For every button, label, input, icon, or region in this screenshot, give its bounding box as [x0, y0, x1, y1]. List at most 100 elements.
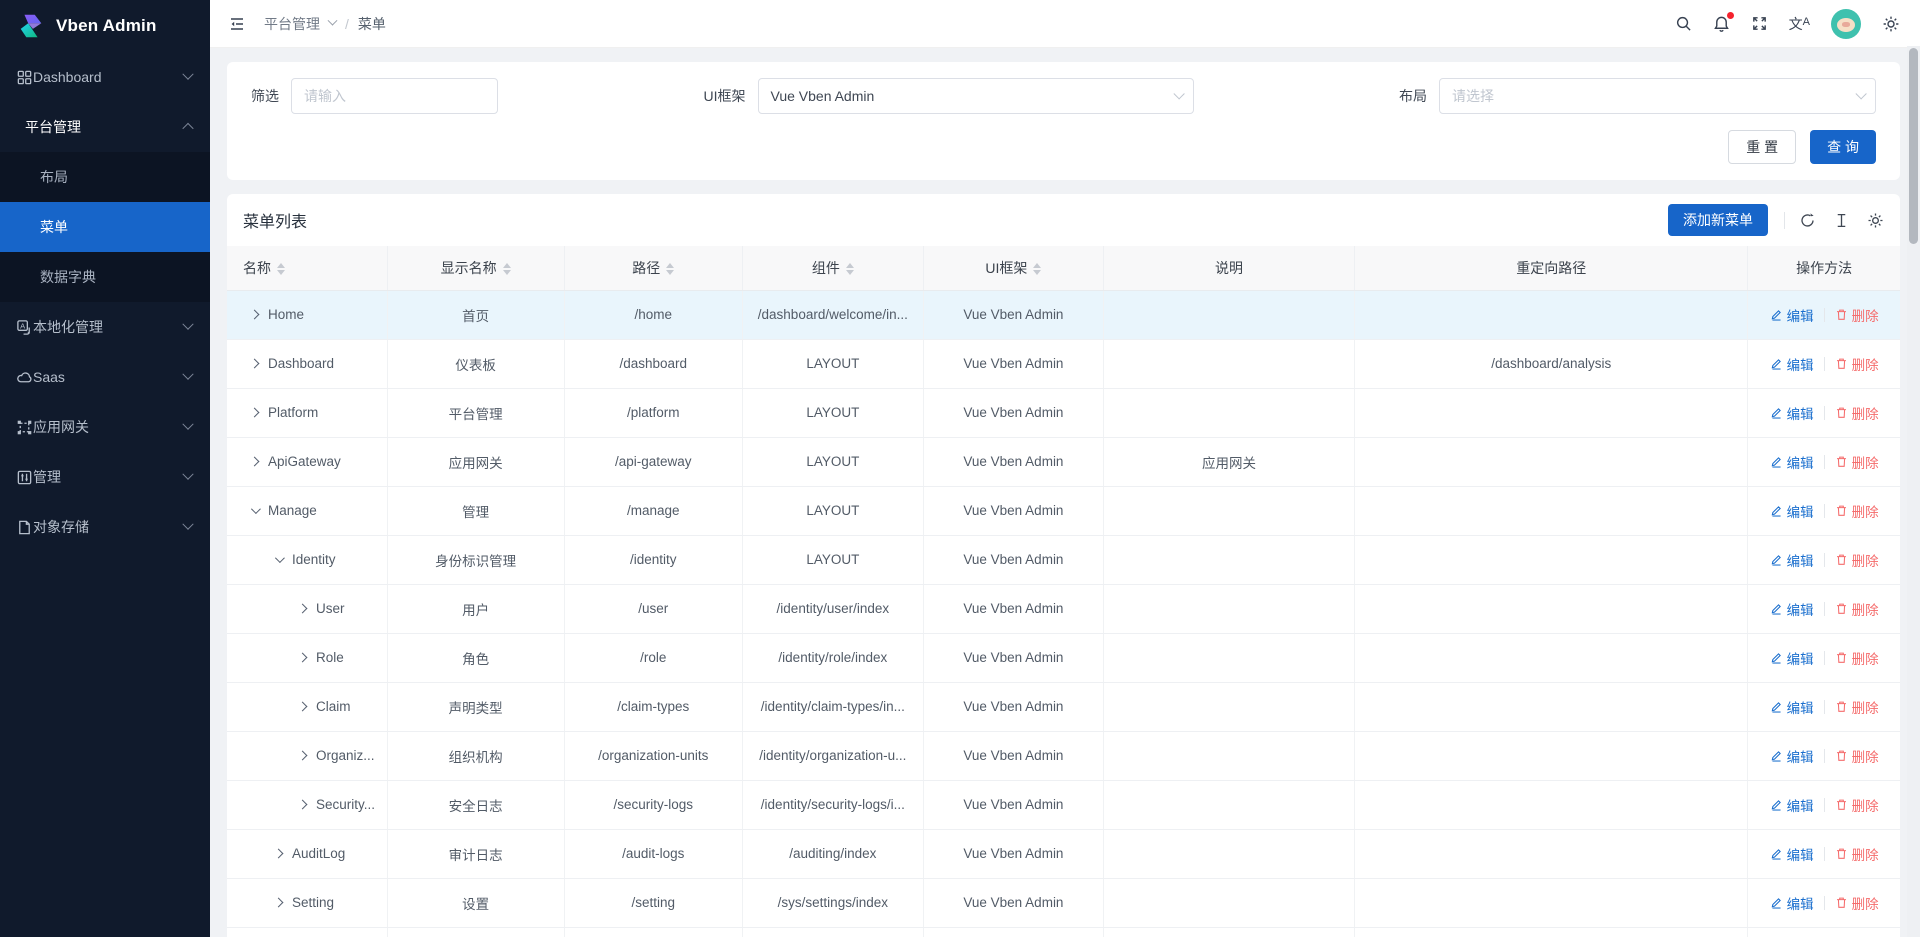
column-header-显示名称[interactable]: 显示名称	[387, 246, 565, 291]
table-row-Home[interactable]: Home 首页/home/dashboard/welcome/in... Vue V…	[227, 290, 1900, 340]
reset-button[interactable]: 重 置	[1728, 130, 1797, 164]
edit-link[interactable]: 编辑	[1770, 354, 1814, 374]
tree-expand-icon[interactable]	[249, 358, 260, 369]
tree-expand-icon[interactable]	[249, 309, 260, 320]
tree-expand-icon[interactable]	[273, 897, 284, 908]
column-header-重定向路径: 重定向路径	[1354, 246, 1749, 291]
row-height-icon[interactable]	[1833, 212, 1850, 229]
sort-icon[interactable]	[1033, 263, 1042, 276]
tree-collapse-icon[interactable]	[274, 553, 285, 564]
delete-link[interactable]: 删除	[1835, 697, 1879, 717]
column-header-UI框架[interactable]: UI框架	[923, 246, 1104, 291]
sidebar-item-Saas[interactable]: Saas	[0, 352, 210, 402]
tree-expand-icon[interactable]	[297, 750, 308, 761]
delete-link[interactable]: 删除	[1835, 648, 1879, 668]
delete-link[interactable]: 删除	[1835, 599, 1879, 619]
delete-link[interactable]: 删除	[1835, 452, 1879, 472]
table-row-User[interactable]: User 用户/user/identity/user/index Vue Vben …	[227, 584, 1900, 634]
edit-link[interactable]: 编辑	[1770, 746, 1814, 766]
table-row-Platform[interactable]: Platform 平台管理/platform LAYOUT Vue Vben Admi…	[227, 388, 1900, 438]
tree-expand-icon[interactable]	[249, 456, 260, 467]
edit-link[interactable]: 编辑	[1770, 403, 1814, 423]
cell-description	[1103, 780, 1356, 830]
avatar[interactable]	[1831, 8, 1861, 39]
delete-link[interactable]: 删除	[1835, 844, 1879, 864]
sidebar-item-平台管理[interactable]: 平台管理	[0, 102, 210, 152]
sidebar-subitem-数据字典[interactable]: 数据字典	[40, 269, 96, 285]
table-row-Manage[interactable]: Manage 管理/manage LAYOUT Vue Vben Admin 编辑 删…	[227, 486, 1900, 536]
table-row-Security...[interactable]: Security... 安全日志/security-logs/identity/s…	[227, 780, 1900, 830]
table-row-Identity[interactable]: Identity 身份标识管理/identity LAYOUT Vue Vben Ad…	[227, 535, 1900, 585]
scrollbar-thumb[interactable]	[1909, 48, 1918, 244]
sort-icon[interactable]	[845, 263, 854, 276]
bell-icon[interactable]	[1713, 11, 1734, 33]
edit-link[interactable]: 编辑	[1770, 795, 1814, 815]
delete-link[interactable]: 删除	[1835, 354, 1879, 374]
sort-icon[interactable]	[502, 263, 511, 276]
delete-link[interactable]: 删除	[1835, 893, 1879, 913]
refresh-icon[interactable]	[1799, 212, 1816, 229]
settings-icon[interactable]	[1867, 212, 1884, 229]
sort-icon[interactable]	[666, 263, 675, 276]
edit-link[interactable]: 编辑	[1770, 697, 1814, 717]
table-row-AuditLog[interactable]: AuditLog 审计日志/audit-logs/auditing/index Vu…	[227, 829, 1900, 879]
scrollbar-track[interactable]	[1907, 46, 1920, 937]
breadcrumb-parent[interactable]: 平台管理	[264, 15, 320, 32]
gear-icon[interactable]	[1882, 15, 1900, 33]
cell-ui-framework: Vue Vben Admin	[923, 633, 1104, 683]
sidebar-item-本地化管理[interactable]: A 本地化管理	[0, 302, 210, 352]
sidebar-item-应用网关[interactable]: 应用网关	[0, 402, 210, 452]
fullscreen-icon[interactable]	[1751, 15, 1768, 32]
sidebar-item-管理[interactable]: 管理	[0, 452, 210, 502]
delete-link[interactable]: 删除	[1835, 305, 1879, 325]
delete-link[interactable]: 删除	[1835, 795, 1879, 815]
delete-link[interactable]: 删除	[1835, 550, 1879, 570]
sidebar-item-对象存储[interactable]: 对象存储	[0, 502, 210, 552]
edit-link[interactable]: 编辑	[1770, 844, 1814, 864]
app-logo[interactable]: Vben Admin	[0, 0, 210, 52]
search-button[interactable]: 查 询	[1810, 130, 1876, 164]
keyword-input[interactable]	[291, 78, 498, 114]
delete-link[interactable]: 删除	[1835, 403, 1879, 423]
column-header-路径[interactable]: 路径	[564, 246, 743, 291]
column-label: 重定向路径	[1516, 259, 1587, 276]
edit-link[interactable]: 编辑	[1770, 648, 1814, 668]
table-row-Dashboard[interactable]: Dashboard 仪表板/dashboard LAYOUT Vue Vben Adm…	[227, 339, 1900, 389]
sidebar-item-Dashboard[interactable]: Dashboard	[0, 52, 210, 102]
tree-expand-icon[interactable]	[297, 701, 308, 712]
delete-link[interactable]: 删除	[1835, 746, 1879, 766]
tree-expand-icon[interactable]	[297, 603, 308, 614]
edit-link[interactable]: 编辑	[1770, 452, 1814, 472]
table-row-Setting[interactable]: Setting 设置/setting/sys/settings/index Vue …	[227, 878, 1900, 928]
edit-link[interactable]: 编辑	[1770, 550, 1814, 570]
table-row-Role[interactable]: Role 角色/role/identity/role/index Vue Vben …	[227, 633, 1900, 683]
tree-collapse-icon[interactable]	[250, 504, 261, 515]
cell-display-name: 首页	[387, 290, 565, 340]
ui-framework-select[interactable]: Vue Vben Admin	[757, 78, 1194, 114]
table-row-Claim[interactable]: Claim 声明类型/claim-types/identity/claim-typ…	[227, 682, 1900, 732]
edit-link[interactable]: 编辑	[1770, 501, 1814, 521]
edit-link[interactable]: 编辑	[1770, 893, 1814, 913]
column-header-组件[interactable]: 组件	[742, 246, 924, 291]
tree-expand-icon[interactable]	[249, 407, 260, 418]
tree-expand-icon[interactable]	[297, 652, 308, 663]
edit-link[interactable]: 编辑	[1770, 305, 1814, 325]
sidebar-subitem-菜单[interactable]: 菜单	[0, 202, 210, 252]
add-menu-button[interactable]: 添加新菜单	[1668, 204, 1768, 236]
layout-select[interactable]: 请选择	[1439, 78, 1876, 114]
delete-link[interactable]: 删除	[1835, 501, 1879, 521]
column-header-名称[interactable]: 名称	[227, 246, 388, 291]
sidebar-subitem-布局[interactable]: 布局	[40, 169, 68, 185]
edit-link[interactable]: 编辑	[1770, 599, 1814, 619]
action-divider	[1823, 797, 1825, 812]
table-row-Organiz...[interactable]: Organiz... 组织机构/organization-units/identi…	[227, 731, 1900, 781]
table-row[interactable]	[227, 927, 1900, 937]
sort-icon[interactable]	[277, 263, 285, 276]
collapse-sidebar-icon[interactable]	[228, 15, 246, 33]
layout-placeholder: 请选择	[1452, 88, 1494, 104]
search-icon[interactable]	[1675, 15, 1692, 32]
tree-expand-icon[interactable]	[297, 799, 308, 810]
tree-expand-icon[interactable]	[273, 848, 284, 859]
table-row-ApiGateway[interactable]: ApiGateway 应用网关/api-gateway LAYOUT Vue Vben…	[227, 437, 1900, 487]
